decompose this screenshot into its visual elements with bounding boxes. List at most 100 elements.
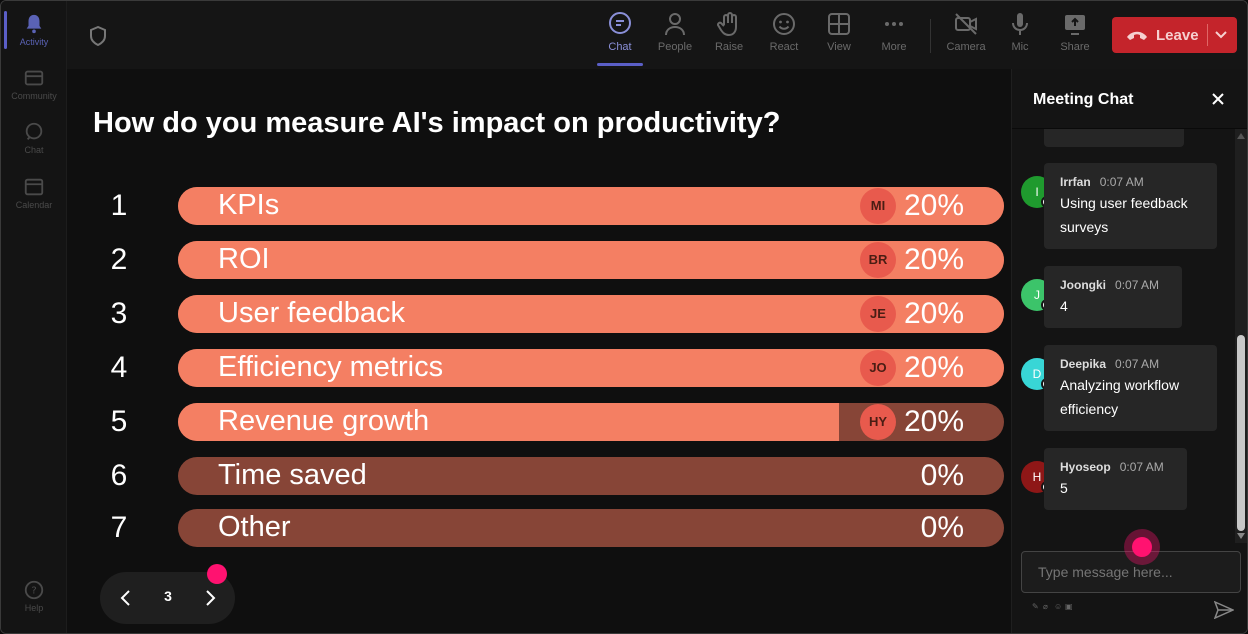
toolbar-divider [930, 19, 931, 53]
chat-icon [25, 122, 43, 140]
chat-header-divider [1012, 128, 1247, 129]
option-number: 1 [110, 189, 128, 222]
chevron-right-icon[interactable] [200, 588, 220, 608]
option-label: Time saved [218, 459, 367, 491]
close-icon[interactable] [1210, 91, 1226, 107]
people-button[interactable]: People [650, 11, 700, 53]
chat-icon [609, 12, 631, 34]
rail-item-label: Chat [24, 145, 44, 155]
react-label: React [769, 41, 799, 53]
chat-message: Irrfan 0:07 AM Using user feedback survey… [1044, 163, 1217, 249]
rail-item-activity[interactable]: Activity [1, 13, 67, 47]
option-number: 3 [110, 297, 128, 330]
avatar-initial: H [1032, 470, 1042, 484]
format-toolbar: ✎ ⌀ ☺ ▣ [1032, 602, 1073, 611]
chat-messages[interactable]: I Irrfan 0:07 AM Using user feedback surv… [1012, 129, 1247, 543]
rail-item-calendar[interactable]: Calendar [1, 176, 67, 210]
rail-active-indicator [4, 11, 7, 49]
option-percent: 0% [920, 459, 964, 492]
chevron-left-icon[interactable] [116, 588, 136, 608]
sender-name: Hyoseop [1060, 460, 1111, 474]
rail-item-chat[interactable]: Chat [1, 121, 67, 155]
scroll-down-arrow-icon[interactable] [1237, 533, 1245, 539]
option-number: 4 [110, 351, 128, 384]
avatar-initial: D [1032, 367, 1042, 381]
poll-option: 5 Revenue growth HY 20% [67, 403, 1011, 441]
chat-button-label: Chat [608, 41, 632, 53]
more-button[interactable]: More [869, 11, 919, 53]
raise-hand-button[interactable]: Raise [704, 11, 754, 53]
poll-option: 7 Other 0% [67, 509, 1011, 547]
calendar-icon [24, 178, 44, 196]
rail-item-label: Calendar [15, 200, 53, 210]
shield-icon[interactable] [89, 26, 107, 46]
option-label: KPIs [218, 189, 280, 221]
share-screen-icon [1065, 15, 1085, 35]
option-bar: Efficiency metrics JO 20% [178, 349, 1004, 387]
sender-name: Irrfan [1060, 175, 1091, 189]
message-time: 0:07 AM [1099, 175, 1144, 189]
option-percent: 20% [903, 189, 964, 222]
chevron-down-icon[interactable] [1214, 29, 1228, 41]
option-label: Other [218, 511, 291, 543]
option-number: 6 [110, 459, 128, 492]
message-input[interactable] [1021, 551, 1241, 593]
scrollbar-thumb[interactable] [1237, 335, 1245, 531]
avatar-initial: J [1034, 288, 1040, 302]
voter-avatar: JO [860, 350, 896, 386]
chat-message: Deepika 0:07 AM Analyzing workflow effici… [1044, 345, 1217, 431]
option-label: Revenue growth [218, 405, 430, 437]
people-icon [665, 13, 685, 36]
mic-button[interactable]: Mic [995, 11, 1045, 53]
poll-results: How do you measure AI's impact on produc… [67, 69, 1011, 633]
voter-avatar: MI [860, 188, 896, 224]
scroll-up-arrow-icon[interactable] [1237, 133, 1245, 139]
pointer-indicator [207, 564, 227, 584]
chat-scrollbar[interactable] [1235, 129, 1247, 543]
share-button[interactable]: Share [1050, 11, 1100, 53]
mic-label: Mic [1011, 41, 1029, 53]
send-icon[interactable] [1214, 601, 1234, 619]
active-tab-indicator [597, 63, 643, 66]
chat-message-partial [1044, 129, 1184, 147]
option-bar: ROI BR 20% [178, 241, 1004, 279]
option-label: Efficiency metrics [218, 351, 444, 383]
leave-button[interactable]: Leave [1112, 17, 1237, 53]
rail-item-label: Activity [19, 37, 49, 47]
rail-item-help[interactable]: ? Help [1, 579, 67, 613]
poll-option: 2 ROI BR 20% [67, 241, 1011, 279]
poll-option: 1 KPIs MI 20% [67, 187, 1011, 225]
option-bar: KPIs MI 20% [178, 187, 1004, 225]
message-text: Analyzing workflow efficiency [1060, 377, 1180, 417]
chat-message: Joongki 0:07 AM 4 [1044, 266, 1182, 328]
option-number: 5 [110, 405, 128, 438]
app-rail: Activity Community Chat Calendar ? Help [1, 1, 67, 633]
option-bar: Revenue growth HY 20% [178, 403, 1004, 441]
meeting-toolbar: Chat People Raise React View More Camera [67, 1, 1247, 69]
voter-avatar: BR [860, 242, 896, 278]
chat-button[interactable]: Chat [595, 11, 645, 53]
gif-icon[interactable]: ▣ [1065, 602, 1073, 611]
option-bar: User feedback JE 20% [178, 295, 1004, 333]
option-label: User feedback [218, 297, 405, 329]
leave-label: Leave [1156, 26, 1199, 44]
format-icon[interactable]: ✎ [1032, 602, 1039, 611]
rail-item-community[interactable]: Community [1, 67, 67, 101]
option-percent: 20% [903, 243, 964, 276]
option-bar: Time saved 0% [178, 457, 1004, 495]
sender-name: Deepika [1060, 357, 1107, 371]
more-dots-icon [885, 22, 903, 26]
mic-icon [1012, 13, 1028, 35]
raise-hand-label: Raise [714, 41, 744, 53]
emoji-icon[interactable]: ☺ [1054, 602, 1063, 611]
page-number: 3 [164, 588, 172, 604]
react-button[interactable]: React [759, 11, 809, 53]
view-button[interactable]: View [814, 11, 864, 53]
option-percent: 0% [920, 511, 964, 544]
attach-icon[interactable]: ⌀ [1043, 602, 1048, 611]
sender-name: Joongki [1060, 278, 1107, 292]
camera-button[interactable]: Camera [941, 11, 991, 53]
hand-icon [717, 12, 737, 37]
phone-hangup-icon [1127, 31, 1147, 40]
camera-off-icon [955, 13, 977, 35]
